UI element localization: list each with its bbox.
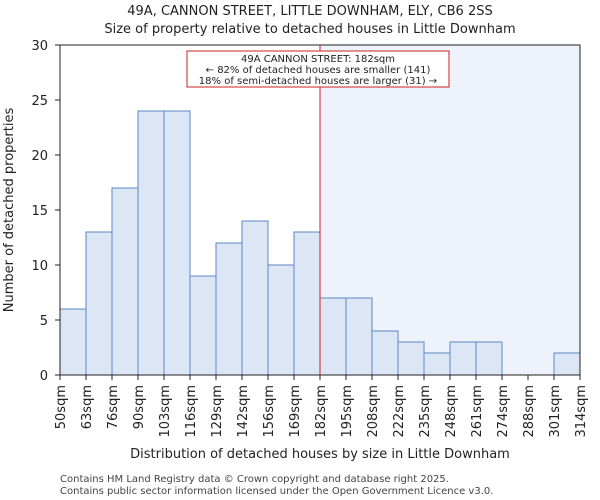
y-tick-label: 30 (31, 39, 48, 54)
y-tick-label: 0 (40, 369, 48, 384)
x-tick-label: 208sqm (366, 385, 381, 438)
x-tick-label: 314sqm (574, 385, 589, 438)
x-tick-label: 142sqm (236, 385, 251, 438)
y-tick-label: 15 (31, 204, 48, 219)
x-tick-label: 50sqm (54, 385, 69, 429)
histogram-bar (111, 187, 139, 376)
histogram-bar (85, 231, 113, 376)
annotation-line-2: ← 82% of detached houses are smaller (14… (206, 65, 431, 76)
x-tick-label: 182sqm (314, 385, 329, 438)
x-tick-label: 222sqm (392, 385, 407, 438)
x-tick-label: 90sqm (132, 385, 147, 429)
x-tick-label: 156sqm (262, 385, 277, 438)
x-tick-label: 248sqm (444, 385, 459, 438)
histogram-bar (475, 341, 503, 376)
histogram-bar (215, 242, 243, 376)
footer-line-1: Contains HM Land Registry data © Crown c… (60, 474, 449, 485)
histogram-bar (59, 308, 87, 376)
x-tick-label: 63sqm (80, 385, 95, 429)
x-tick-label: 116sqm (184, 385, 199, 438)
histogram-bar (137, 110, 165, 376)
footer-line-2: Contains public sector information licen… (60, 486, 493, 497)
histogram-bar (423, 352, 451, 376)
x-tick-label: 235sqm (418, 385, 433, 438)
histogram-bar (397, 341, 425, 376)
x-tick-label: 301sqm (548, 385, 563, 438)
x-axis-label: Distribution of detached houses by size … (130, 447, 510, 462)
x-tick-label: 129sqm (210, 385, 225, 438)
x-tick-label: 288sqm (522, 385, 537, 438)
histogram-bar (345, 297, 373, 376)
histogram-bar (319, 297, 347, 376)
histogram-bar (449, 341, 477, 376)
x-tick-label: 261sqm (470, 385, 485, 438)
y-axis-label: Number of detached properties (2, 108, 17, 313)
histogram-bar (189, 275, 217, 376)
y-tick-label: 20 (31, 149, 48, 164)
histogram-bar (553, 352, 581, 376)
y-tick-label: 5 (40, 314, 48, 329)
x-tick-label: 195sqm (340, 385, 355, 438)
histogram-bar (371, 330, 399, 376)
x-tick-label: 76sqm (106, 385, 121, 429)
x-tick-label: 274sqm (496, 385, 511, 438)
chart-title: 49A, CANNON STREET, LITTLE DOWNHAM, ELY,… (127, 4, 492, 19)
histogram-bar (241, 220, 269, 376)
x-tick-label: 103sqm (158, 385, 173, 438)
annotation-line-3: 18% of semi-detached houses are larger (… (199, 76, 437, 87)
histogram-bar (163, 110, 191, 376)
histogram-bar (293, 231, 321, 376)
chart-subtitle: Size of property relative to detached ho… (104, 22, 515, 37)
histogram-bar (267, 264, 295, 376)
y-tick-label: 25 (31, 94, 48, 109)
y-tick-label: 10 (31, 259, 48, 274)
annotation-line-1: 49A CANNON STREET: 182sqm (241, 54, 395, 65)
x-tick-label: 169sqm (288, 385, 303, 438)
annotation-box (186, 50, 450, 88)
